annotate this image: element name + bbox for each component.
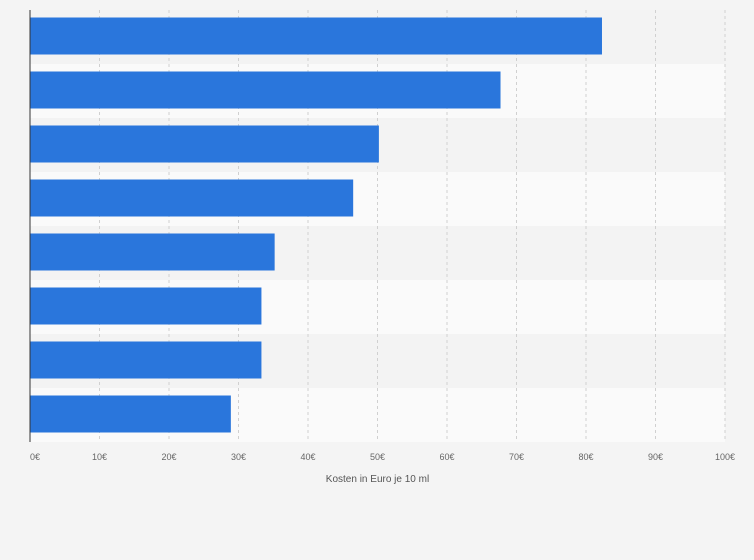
bar (30, 233, 275, 271)
bar (30, 17, 602, 55)
x-tick-labels: 0€ 10€ 20€ 30€ 40€ 50€ 60€ 70€ 80€ 90€ 100€ (30, 452, 735, 462)
x-tick-label: 10€ (92, 452, 107, 462)
x-tick-label: 20€ (161, 452, 176, 462)
bars (30, 17, 602, 433)
bar (30, 287, 262, 325)
x-tick-label: 60€ (439, 452, 454, 462)
x-tick-label: 70€ (509, 452, 524, 462)
bar (30, 395, 231, 433)
x-tick-label: 40€ (300, 452, 315, 462)
bar (30, 125, 379, 163)
bar (30, 179, 354, 217)
bar (30, 71, 501, 109)
x-tick-label: 0€ (30, 452, 40, 462)
x-tick-label: 80€ (578, 452, 593, 462)
x-tick-label: 50€ (370, 452, 385, 462)
bar (30, 341, 262, 379)
x-axis-title: Kosten in Euro je 10 ml (326, 474, 429, 485)
x-tick-label: 90€ (648, 452, 663, 462)
x-tick-label: 30€ (231, 452, 246, 462)
x-tick-label: 100€ (715, 452, 735, 462)
